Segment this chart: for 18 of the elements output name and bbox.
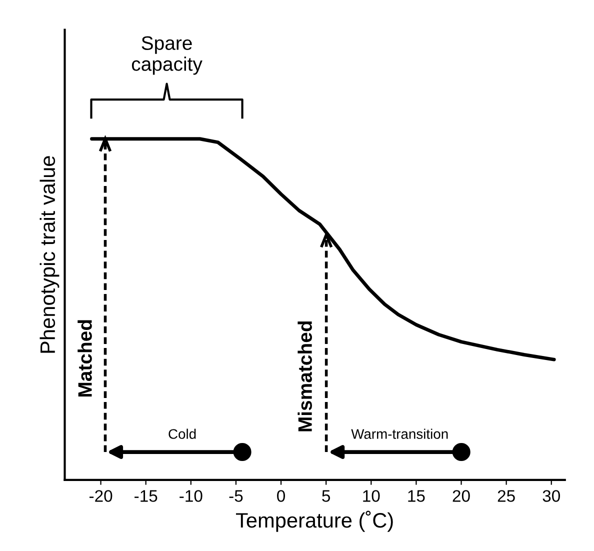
- annotation: Warm-transition: [351, 428, 448, 439]
- x-tick-label: 15: [408, 490, 425, 502]
- x-tick-label: 25: [498, 490, 515, 502]
- x-tick-label: 5: [322, 490, 330, 502]
- x-tick-label: 30: [542, 490, 560, 502]
- x-tick-label: -15: [134, 490, 158, 502]
- x-tick-label: -5: [229, 490, 243, 502]
- x-axis-title: Temperature (˚C): [236, 510, 393, 532]
- text: Spare capacity: [132, 36, 202, 75]
- x-tick-label: -10: [180, 490, 202, 502]
- annotation: Mismatched: [298, 321, 312, 432]
- x-tick-label: 0: [277, 490, 286, 502]
- x-tick-label: 10: [363, 490, 380, 502]
- x-tick-label: -20: [89, 490, 112, 502]
- y-axis-title: Phenotypic trait value: [40, 156, 60, 353]
- annotation: Matched: [78, 320, 92, 397]
- x-tick-label: 20: [452, 490, 470, 502]
- annotation: Cold: [168, 428, 196, 439]
